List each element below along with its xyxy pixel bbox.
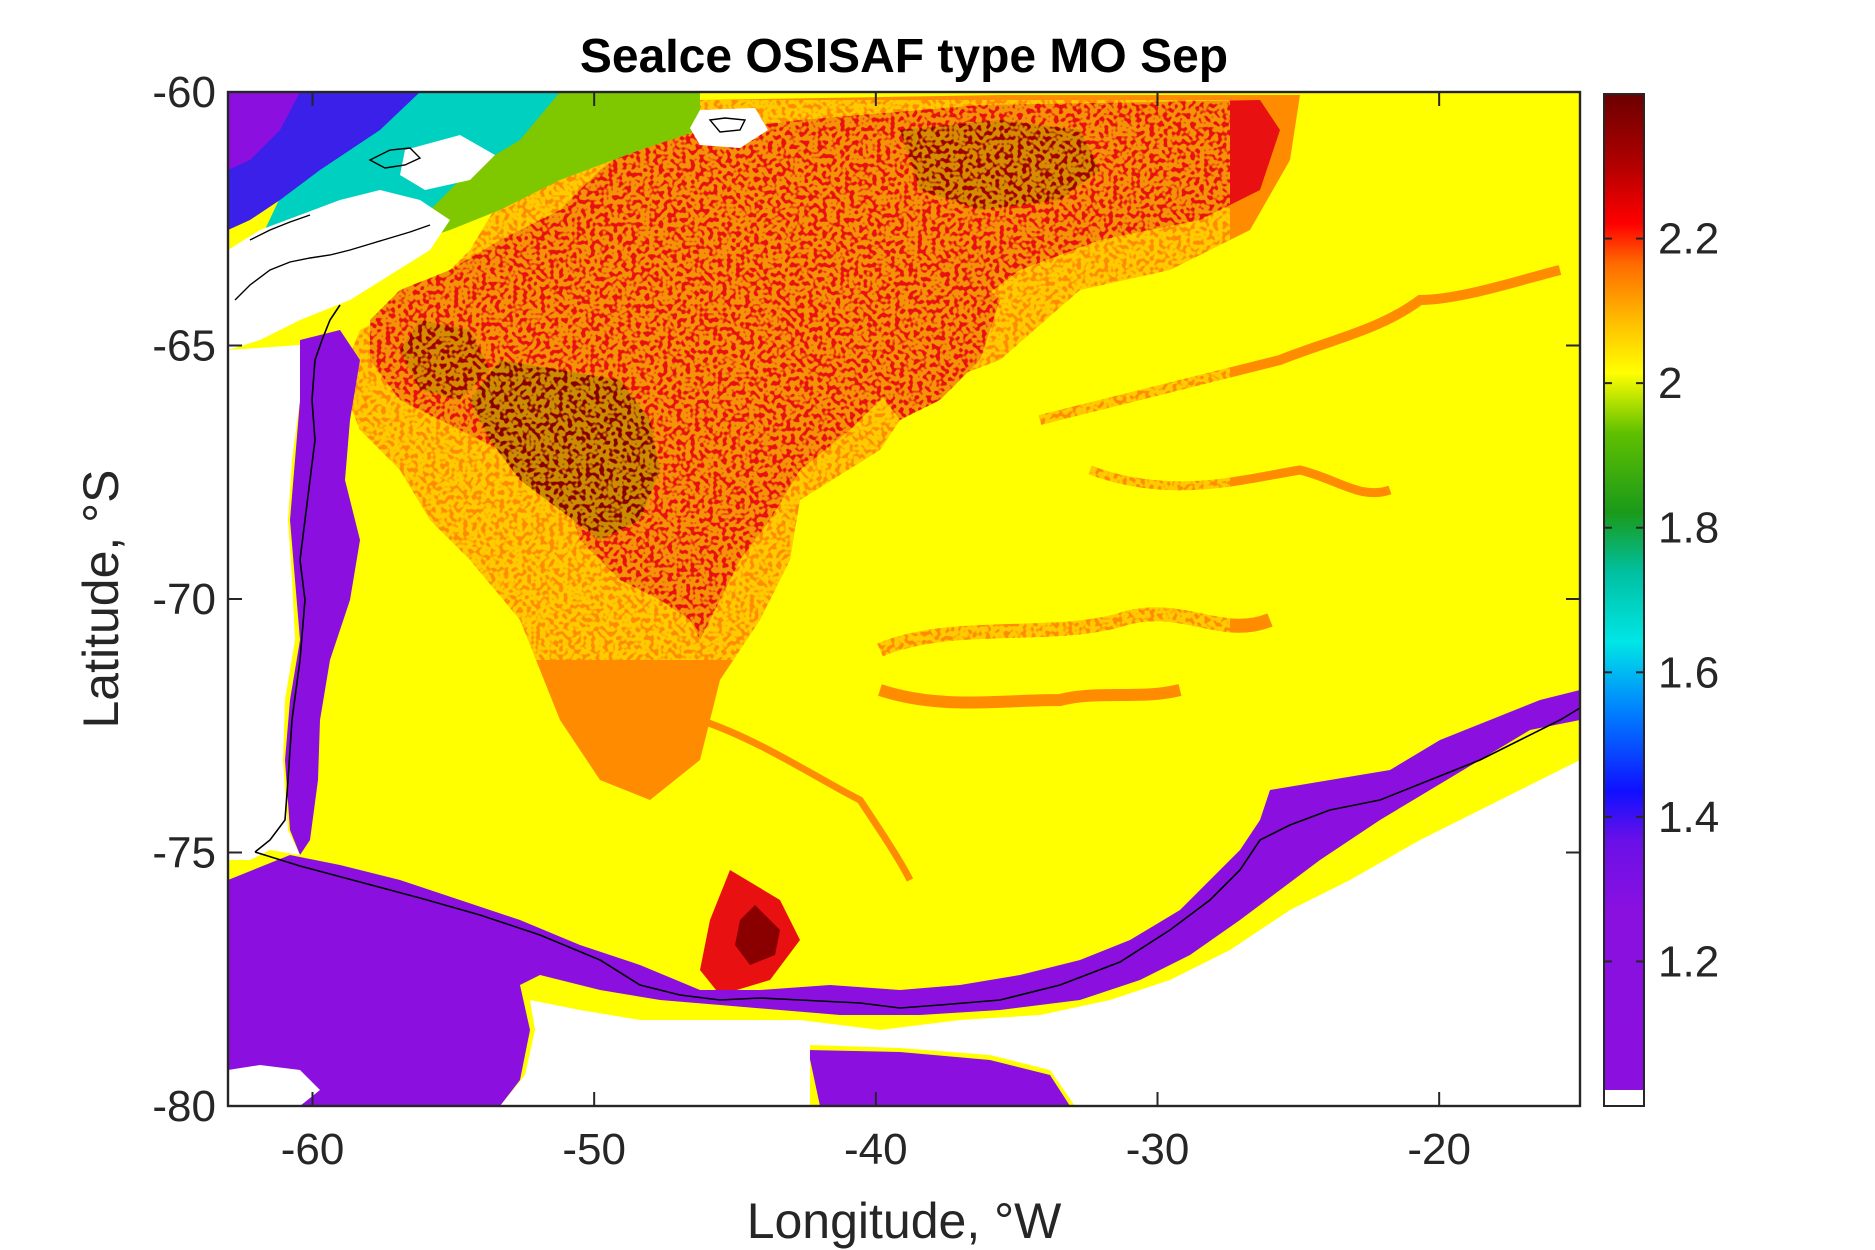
region-land-nodata [500, 760, 1580, 1106]
x-tick-label: -50 [562, 1125, 626, 1174]
colorbar-nodata-swatch [1604, 1090, 1644, 1106]
region-land-nodata [400, 135, 495, 190]
region-coastal-purple [808, 1050, 1070, 1106]
region-land-nodata [228, 190, 450, 350]
heatmap-field [228, 92, 1580, 1106]
colorbar: 1.2 1.4 1.6 1.8 2 2.2 [1603, 93, 1719, 1107]
colorbar-tick-label: 1.2 [1658, 937, 1719, 986]
chart-title: SeaIce OSISAF type MO Sep [580, 30, 1228, 83]
y-axis-title: Latitude, °S [73, 469, 129, 728]
region-land-nodata [228, 345, 300, 860]
x-tick-label: -60 [281, 1125, 345, 1174]
colorbar-tick-label: 1.8 [1658, 504, 1719, 553]
y-tick-label: -65 [152, 322, 216, 371]
y-tick-label: -70 [152, 575, 216, 624]
x-axis-title: Longitude, °W [747, 1193, 1062, 1249]
colorbar-tick-label: 1.4 [1658, 793, 1719, 842]
x-tick-label: -20 [1407, 1125, 1471, 1174]
region-land-nodata [228, 1065, 320, 1106]
colorbar-ticks: 1.2 1.4 1.6 1.8 2 2.2 [1604, 215, 1719, 986]
x-tick-label: -30 [1126, 1125, 1190, 1174]
region-orange-streak [878, 684, 1182, 709]
y-tick-label: -75 [152, 829, 216, 878]
y-tick-label: -60 [152, 68, 216, 117]
x-axis: -60 -50 -40 -30 -20 [281, 92, 1471, 1174]
colorbar-tick-label: 1.6 [1658, 648, 1719, 697]
x-tick-label: -40 [844, 1125, 908, 1174]
y-tick-label: -80 [152, 1082, 216, 1131]
region-coastal-purple [285, 330, 360, 855]
colorbar-tick-label: 2.2 [1658, 215, 1719, 264]
coastline [234, 117, 747, 301]
y-axis: -60 -65 -70 -75 -80 [152, 68, 1580, 1131]
colorbar-frame [1603, 93, 1645, 1107]
region-coastal-purple [228, 690, 1580, 1106]
colorbar-tick-label: 2 [1658, 359, 1682, 408]
coastline [254, 304, 1580, 1009]
region-orange-streak [698, 716, 914, 882]
region-dark-red-core [735, 905, 780, 965]
region-land-nodata [690, 108, 768, 148]
colorbar-gradient [1604, 94, 1644, 1090]
region-north-purple [228, 92, 300, 170]
